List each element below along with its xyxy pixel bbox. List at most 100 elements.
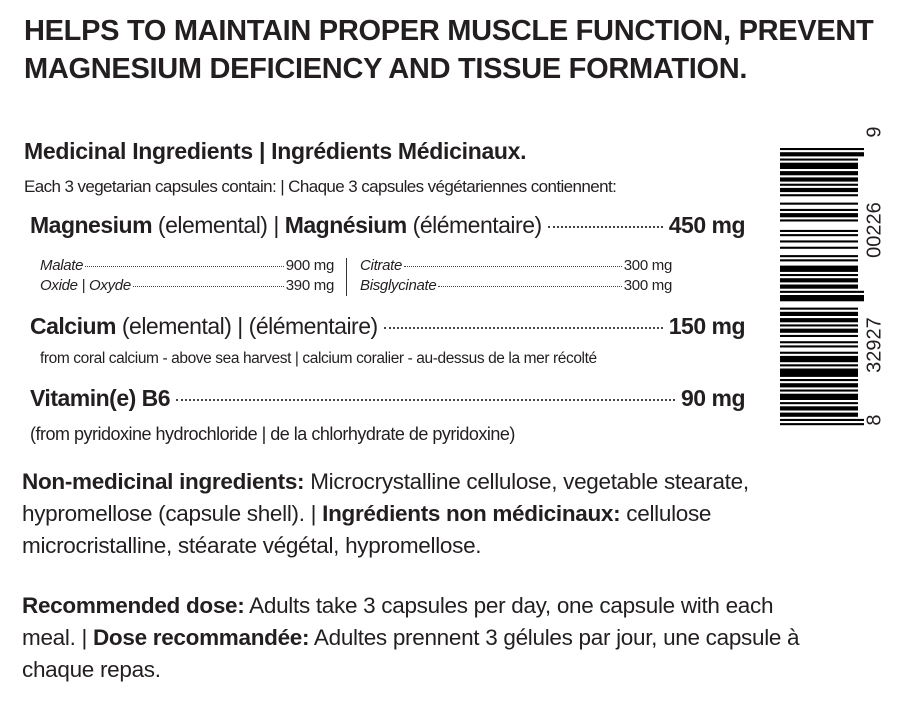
leader — [404, 266, 622, 267]
dose: Recommended dose: Adults take 3 capsules… — [22, 590, 822, 686]
divider — [346, 258, 347, 296]
form-amount: 300 mg — [623, 257, 673, 274]
leader — [438, 286, 622, 287]
bar — [780, 158, 858, 161]
text-fr: cellulose microcristalline, stéarate vég… — [22, 501, 712, 558]
text: Microcrystalline cellulose, vegetable st… — [22, 469, 749, 526]
bar — [780, 318, 858, 323]
bar — [780, 418, 864, 421]
bar — [780, 290, 864, 293]
bar — [780, 364, 858, 367]
bar — [780, 152, 864, 157]
title: HELPS TO MAINTAIN PROPER MUSCLE FUNCTION… — [24, 15, 874, 85]
form-row: Citrate 300 mg — [360, 257, 672, 274]
note: (from pyridoxine hydrochloride | de la c… — [30, 424, 515, 444]
leader — [132, 286, 284, 287]
bar — [780, 328, 858, 333]
bar — [780, 162, 858, 169]
section-heading: Medicinal Ingredients | Ingrédients Médi… — [24, 138, 527, 164]
bar — [780, 334, 858, 337]
bar — [780, 219, 858, 222]
barcode-digit: 32927 — [863, 317, 885, 373]
bar — [780, 208, 858, 211]
amount: 450 mg — [668, 212, 746, 238]
bar — [780, 194, 858, 197]
form-amount: 300 mg — [623, 277, 673, 294]
bar — [780, 171, 858, 176]
bar — [780, 393, 858, 400]
bar — [780, 177, 858, 182]
form-name: Oxide | Oxyde — [40, 277, 131, 294]
bar — [780, 368, 858, 377]
label-fr: Dose recommandée: — [92, 625, 310, 650]
form-amount: 390 mg — [285, 277, 335, 294]
bar — [780, 187, 858, 193]
qualifier: (elemental) | (élémentaire) — [121, 313, 378, 339]
barcode-digit: 9 — [863, 126, 885, 137]
bar — [780, 183, 858, 186]
label: Recommended dose: — [22, 593, 245, 618]
bar — [780, 202, 858, 205]
bar — [780, 379, 858, 382]
bar — [780, 295, 864, 302]
leader — [85, 266, 284, 267]
form-name: Malate — [40, 257, 84, 274]
bar — [780, 351, 858, 354]
ingredient-row: Magnesium (elemental) | Magnésium (éléme… — [30, 212, 746, 239]
intro: Each 3 vegetarian capsules contain: | Ch… — [24, 177, 617, 196]
note: from coral calcium - above sea harvest |… — [40, 350, 597, 367]
bar — [780, 234, 858, 237]
form-row: Bisglycinate 300 mg — [360, 277, 672, 294]
bar — [780, 255, 858, 258]
form-name: Citrate — [360, 257, 403, 274]
bar — [780, 307, 858, 310]
bar — [780, 341, 858, 344]
bar — [780, 402, 858, 405]
barcode-digit: 00226 — [863, 202, 885, 258]
bar — [780, 240, 858, 243]
text: Adults take 3 capsules per day, one caps… — [22, 593, 774, 650]
bar — [780, 229, 858, 232]
bar — [780, 311, 858, 316]
text-fr: Adultes prennent 3 gélules par jour, une… — [22, 625, 800, 682]
barcode-digit: 8 — [863, 414, 885, 425]
bar — [780, 213, 858, 218]
bar — [780, 148, 864, 151]
bar — [780, 259, 858, 262]
bar — [780, 284, 858, 289]
bar — [780, 324, 858, 327]
qualifier: (elemental) | — [157, 212, 279, 238]
ingredient-name-fr: Magnésium — [284, 212, 408, 238]
bar — [780, 265, 858, 272]
qualifier-fr: (élémentaire) — [412, 212, 543, 238]
form-row: Malate 900 mg — [40, 257, 334, 274]
bar — [780, 383, 858, 388]
non-medicinal: Non-medicinal ingredients: Microcrystall… — [22, 466, 822, 562]
leader — [547, 226, 663, 228]
label-fr: Ingrédients non médicinaux: — [322, 501, 621, 526]
ingredient-row: Vitamin(e) B6 90 mg — [30, 385, 745, 412]
barcode: 8 32927 00226 9 — [780, 126, 885, 426]
label: Non-medicinal ingredients: — [22, 469, 305, 494]
amount: 150 mg — [668, 313, 746, 339]
form-amount: 900 mg — [285, 257, 335, 274]
ingredient-name: Magnesium — [30, 212, 153, 238]
amount: 90 mg — [681, 385, 745, 411]
form-name: Bisglycinate — [360, 277, 437, 294]
bar — [780, 278, 858, 283]
ingredient-name: Calcium — [30, 313, 116, 339]
bar — [780, 412, 858, 417]
bar — [780, 246, 858, 249]
form-row: Oxide | Oxyde 390 mg — [40, 277, 334, 294]
ingredient-row: Calcium (elemental) | (élémentaire) 150 … — [30, 313, 746, 340]
leader — [176, 399, 676, 401]
bar — [780, 355, 858, 363]
bar — [780, 423, 864, 426]
leader — [383, 327, 663, 329]
bar — [780, 274, 858, 277]
ingredient-name: Vitamin(e) B6 — [30, 385, 171, 411]
bar — [780, 389, 858, 392]
bar — [780, 406, 858, 411]
bar — [780, 345, 858, 348]
